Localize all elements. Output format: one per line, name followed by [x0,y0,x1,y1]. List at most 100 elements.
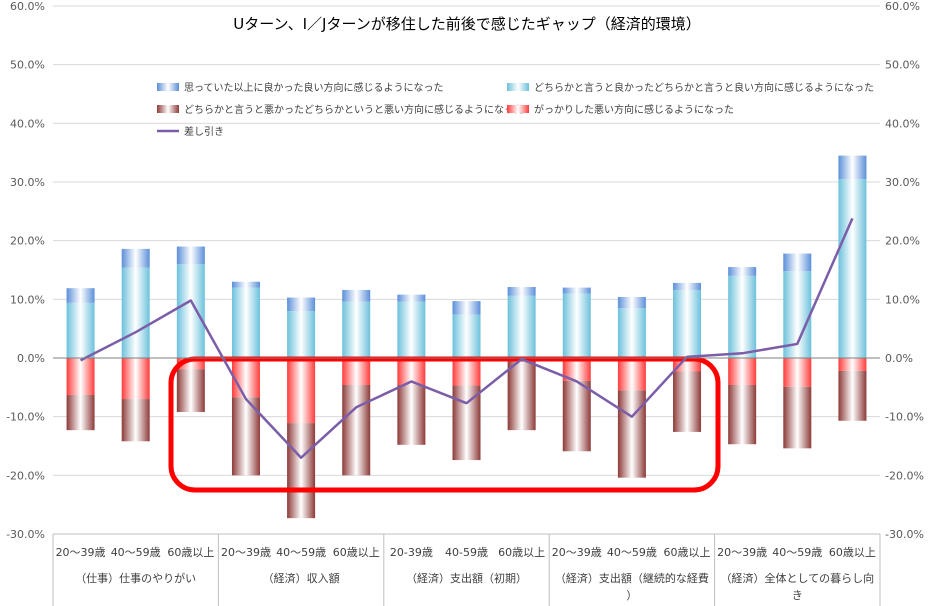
x-tick-label: 60歳以上 [664,546,711,559]
bar-segment [562,287,591,294]
bar-segment [452,358,481,386]
x-tick-label: 60歳以上 [498,546,545,559]
x-group-label-line: ） [626,589,637,602]
legend-swatch [507,83,529,91]
y-tick-label: 0.0% [17,352,45,365]
x-axis: 20～39歳 40～59歳 60歳以上 20～39歳 40～59歳 60歳以上 20-39歳… [52,533,881,606]
legend-label: 差し引き [184,125,224,138]
bar-segment [121,267,150,358]
x-group-label-line: （経済）全体としての暮らし向 [720,571,874,585]
bar-segment [66,358,95,395]
y-tick-label: 60.0% [10,0,45,13]
x-group-label: （仕事）仕事のやりがい [75,571,196,585]
bar-segment [397,294,426,302]
y-tick-label: 30.0% [10,176,45,189]
legend-swatch [157,105,179,113]
bar-segment [452,385,481,461]
x-group-label-line: （経済）支出額（継続的な経費 [555,571,709,585]
legend: 思っていた以上に良かった良い方向に感じるようになった どちらかと言うと良かったどち… [157,81,874,138]
legend-label: がっかりした悪い方向に感じるようになった [534,103,734,116]
legend-swatch [157,83,179,91]
legend-swatch [507,105,529,113]
bar-segment [397,301,426,358]
bar-segment [728,358,757,385]
y-tick-label-right: 30.0% [885,176,920,189]
y-tick-label: 50.0% [10,59,45,72]
x-tick-label: 40-59歳 [445,546,488,559]
bar-segment [452,301,481,315]
y-tick-label: 10.0% [10,293,45,306]
x-tick-label: 60歳以上 [333,546,380,559]
bar-segment [66,302,95,358]
y-tick-label-right: 60.0% [885,0,920,13]
bar-segment [728,275,757,358]
x-group-label: （経済）収入額 [263,571,340,585]
bars [66,155,867,519]
x-tick-label: 40～59歳 [111,546,161,559]
y-tick-label: 40.0% [10,117,45,130]
x-tick-label: 20～39歳 [56,546,106,559]
net-line-path [79,217,854,459]
bar-segment [673,282,702,290]
bar-segment [783,358,812,387]
bar-segment [66,394,95,431]
bar-segment [231,281,260,288]
x-tick-label: 60歳以上 [829,546,876,559]
bar-segment [176,264,205,358]
bar-segment [562,358,591,381]
bar-segment [121,358,150,400]
bar-segment [231,287,260,358]
bar-segment [562,293,591,358]
y-tick-label: -30.0% [6,528,45,541]
x-tick-label: 20-39歳 [390,546,433,559]
y-tick-label-right: -20.0% [885,469,924,482]
x-tick-label: 60歳以上 [167,546,214,559]
bar-segment [562,380,591,452]
bar-segment [783,386,812,449]
bar-segment [507,287,536,296]
y-tick-label-right: 10.0% [885,293,920,306]
bar-segment [617,308,646,358]
x-group-label: （経済）支出額（初期） [406,571,527,585]
x-tick-label: 20～39歳 [717,546,767,559]
bar-segment [507,295,536,358]
bar-segment [397,384,426,445]
bar-segment [507,359,536,431]
bar-segment [342,301,371,358]
bar-segment [617,390,646,478]
bar-segment [287,358,316,424]
bar-segment [617,358,646,391]
legend-label: どちらかと言うと悪かったどちらかというと悪い方向に感じるようになった [184,103,524,116]
bar-segment [176,369,205,412]
bar-segment [783,253,812,272]
highlight-box [168,356,721,493]
bar-segment [342,358,371,385]
x-group-label-line: き [792,589,803,602]
bar-segment [673,289,702,358]
y-tick-label-right: 0.0% [885,352,913,365]
bar-segment [287,423,316,519]
highlight-rounded-rect [168,356,721,493]
bar-segment [121,399,150,442]
bar-segment [342,289,371,302]
bar-segment [728,267,757,276]
bar-segment [838,179,867,358]
bar-segment [287,297,316,312]
bar-segment [121,248,150,268]
bar-segment [231,358,260,398]
bar-segment [66,288,95,303]
x-tick-label: 40～59歳 [607,546,657,559]
bar-segment [838,358,867,371]
y-tick-label: -10.0% [6,411,45,424]
bar-segment [617,296,646,309]
bar-segment [838,155,867,180]
y-tick-label: -20.0% [6,469,45,482]
x-tick-label: 40～59歳 [772,546,822,559]
y-tick-label-right: 50.0% [885,59,920,72]
x-group-label: （経済）全体としての暮らし向き [720,571,874,602]
bar-segment [176,358,205,370]
right-axis-ticks: 60.0% 50.0% 40.0% 30.0% 20.0% 10.0% 0.0% -10.0%… [885,0,924,541]
y-tick-label-right: -30.0% [885,528,924,541]
legend-label: 思っていた以上に良かった良い方向に感じるようになった [184,81,444,94]
